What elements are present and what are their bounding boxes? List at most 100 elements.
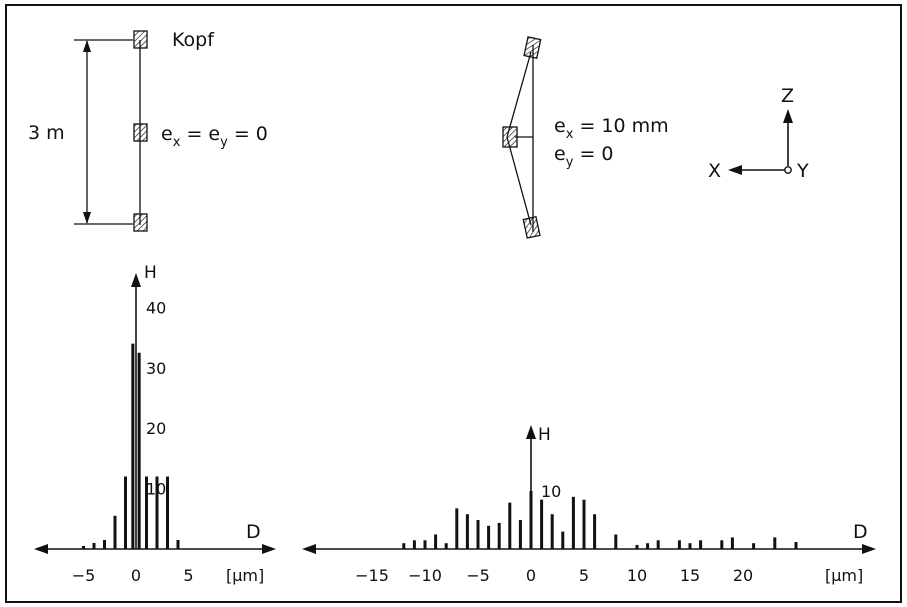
x-label: X xyxy=(708,160,721,182)
bar xyxy=(571,496,575,549)
bar xyxy=(131,343,135,549)
ex-val: = 10 mm xyxy=(573,115,668,137)
unit-label: [μm] xyxy=(226,566,264,585)
x-axis-arrow-right-icon xyxy=(262,544,276,554)
diagram-straight-column: 3 m Kopf ex = ey = 0 xyxy=(28,29,268,232)
eccentricity-label: ex = ey = 0 xyxy=(161,123,268,150)
bar xyxy=(103,539,106,549)
y-axis-circle-icon xyxy=(784,166,792,174)
ey-label: ey = 0 xyxy=(554,143,614,170)
bar xyxy=(529,491,533,549)
x-axis-arrow-left-icon xyxy=(302,544,316,554)
bar xyxy=(646,543,650,549)
dimension-arrow-top-icon xyxy=(83,40,91,52)
x-tick-label: 15 xyxy=(680,566,700,585)
figure-frame xyxy=(5,4,902,603)
z-label: Z xyxy=(781,85,794,107)
y-axis-arrow-icon xyxy=(526,425,536,439)
x-arrow-icon xyxy=(728,165,742,175)
x-tick-label: −5 xyxy=(466,566,490,585)
bar xyxy=(688,543,692,549)
bar xyxy=(402,543,406,549)
head-label: Kopf xyxy=(172,29,215,51)
histogram-right: −15 −10 −5 0 5 10 15 20 10 D H [μm] xyxy=(302,425,876,585)
bar xyxy=(677,540,681,549)
bar xyxy=(124,476,127,549)
x-tick-label: −5 xyxy=(72,566,96,585)
x-tick-label: −10 xyxy=(408,566,442,585)
x-tick-label: 5 xyxy=(579,566,589,585)
bar xyxy=(476,520,480,549)
diagram-eccentric-column: ex = 10 mm ey = 0 xyxy=(502,36,669,239)
bar xyxy=(455,508,459,549)
bent-column-upper xyxy=(506,51,532,138)
length-label: 3 m xyxy=(28,122,65,144)
y-tick-label: 30 xyxy=(146,359,166,378)
bar xyxy=(730,537,734,549)
eccentric-bottom-block xyxy=(522,215,541,239)
bar xyxy=(752,543,756,549)
ecc-end: = 0 xyxy=(228,123,268,145)
bar xyxy=(465,514,469,549)
bar xyxy=(635,544,639,549)
bar xyxy=(423,540,427,549)
bar xyxy=(166,476,169,549)
bar xyxy=(137,352,141,549)
dimension-arrow-bottom-icon xyxy=(83,212,91,224)
x-axis-label: D xyxy=(246,521,261,543)
x-tick-label: 5 xyxy=(183,566,193,585)
middle-mass-block xyxy=(133,123,148,142)
ecc-e1: e xyxy=(161,123,173,145)
eccentric-top-block xyxy=(523,36,542,60)
bar xyxy=(540,499,544,549)
x-axis-label: D xyxy=(853,521,868,543)
bar xyxy=(82,545,85,549)
top-mass-block xyxy=(133,30,148,49)
bar xyxy=(593,514,597,549)
y-tick-label: 10 xyxy=(541,482,561,501)
x-axis-arrow-right-icon xyxy=(862,544,876,554)
bar xyxy=(412,540,416,549)
y-tick-label: 20 xyxy=(146,419,166,438)
ey-val: = 0 xyxy=(573,143,613,165)
y-axis-label: H xyxy=(144,263,157,283)
bottom-mass-block xyxy=(133,213,148,232)
bar xyxy=(773,537,777,549)
coordinate-triad: Z X Y xyxy=(708,85,809,182)
bar xyxy=(582,499,586,549)
bar xyxy=(720,540,724,549)
x-tick-label: 10 xyxy=(627,566,647,585)
unit-label: [μm] xyxy=(825,566,863,585)
bar xyxy=(614,534,618,549)
bent-column-lower xyxy=(506,136,532,226)
y-tick-label: 40 xyxy=(146,298,166,317)
y-label: Y xyxy=(796,160,809,182)
ey-sub: y xyxy=(566,155,574,170)
ecc-sub1: x xyxy=(173,135,181,150)
eccentric-middle-block xyxy=(502,126,518,148)
x-tick-label: 0 xyxy=(131,566,141,585)
y-axis-arrow-icon xyxy=(131,273,141,287)
bar xyxy=(113,515,117,549)
ex-label: ex = 10 mm xyxy=(554,115,669,142)
bar xyxy=(434,534,438,549)
ex-e: e xyxy=(554,115,566,137)
bar xyxy=(794,542,798,549)
ey-e: e xyxy=(554,143,566,165)
ex-sub: x xyxy=(566,127,574,142)
bar xyxy=(145,476,148,549)
bar xyxy=(561,531,565,549)
bar xyxy=(656,540,660,549)
bar xyxy=(155,476,159,549)
ecc-sub2: y xyxy=(220,135,228,150)
bar xyxy=(550,514,554,549)
x-tick-label: 0 xyxy=(526,566,536,585)
bar xyxy=(497,522,501,549)
bar xyxy=(444,543,448,549)
x-tick-label: −15 xyxy=(355,566,389,585)
x-tick-label: 20 xyxy=(733,566,753,585)
ecc-mid: = e xyxy=(180,123,220,145)
bar xyxy=(518,520,522,549)
x-axis-arrow-left-icon xyxy=(34,544,48,554)
